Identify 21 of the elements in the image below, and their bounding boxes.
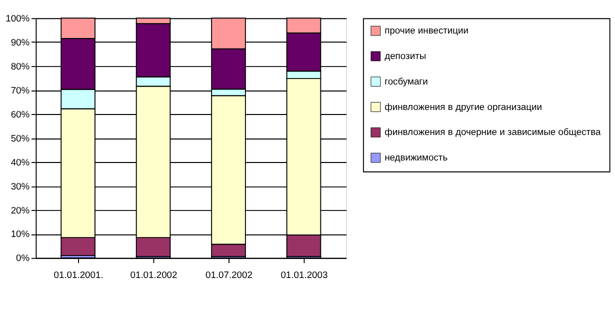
y-tick-label: 40% [10,156,30,168]
y-tick-label: 70% [10,84,30,96]
y-tick-label: 10% [10,228,30,240]
legend-label: недвижимость [384,152,448,163]
legend-label: финвложения в дочерние и зависимые общества [384,126,602,138]
y-tick-label: 90% [10,36,30,48]
y-tick-label: 80% [10,60,30,72]
x-tick-label: 01.01.2003 [280,269,328,280]
legend-label: депозиты [384,50,426,62]
y-tick-label: 20% [10,204,30,216]
y-tick-label: 0% [16,252,30,264]
legend-label: госбумаги [384,75,428,86]
y-tick-label: 50% [10,132,30,144]
y-tick-label: 30% [10,180,30,192]
x-tick-label: 01.07.2002 [205,269,252,280]
legend-label: финвложения в другие организации [384,100,542,112]
y-tick-label: 100% [6,12,30,24]
y-tick-label: 60% [10,108,30,120]
legend-label: прочие инвестиции [384,24,469,36]
x-tick-label: 01.01.2001. [54,269,104,280]
x-tick-label: 01.01.2002 [130,269,178,280]
